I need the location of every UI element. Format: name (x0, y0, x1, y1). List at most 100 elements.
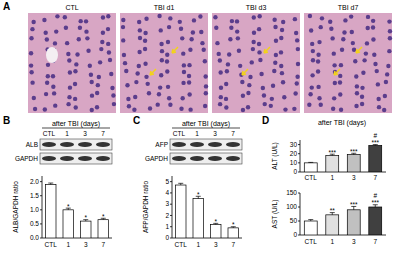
nucleus (333, 81, 337, 85)
nucleus (319, 103, 323, 107)
nucleus (191, 30, 195, 34)
blot-band (190, 142, 204, 147)
nucleus (85, 36, 89, 40)
nucleus (144, 17, 148, 21)
nucleus (42, 18, 46, 22)
nucleus (373, 62, 377, 66)
nucleus (371, 19, 375, 23)
nucleus (219, 95, 223, 99)
nucleus (283, 107, 287, 111)
nucleus (203, 104, 207, 108)
nucleus (317, 96, 321, 100)
nucleus (30, 80, 34, 84)
header: after TBI (days) (318, 119, 366, 127)
significance: *** (350, 201, 358, 208)
nucleus (361, 71, 365, 75)
y-tick-label: 0.0 (30, 234, 39, 241)
nucleus (360, 95, 364, 99)
histology-image (120, 13, 208, 113)
nucleus (121, 38, 125, 42)
nucleus (160, 49, 164, 53)
nucleus (107, 50, 111, 54)
nucleus (204, 91, 208, 95)
nucleus (387, 19, 391, 23)
arrow (172, 47, 178, 53)
nucleus (224, 105, 228, 109)
nucleus (332, 63, 336, 67)
nucleus (371, 37, 375, 41)
nucleus (350, 30, 354, 34)
nucleus (45, 81, 49, 85)
nucleus (112, 102, 116, 106)
error-bar (48, 183, 53, 184)
bar (304, 163, 317, 172)
nucleus (338, 80, 342, 84)
y-axis-label: AFP/GAPDH ratio (142, 181, 149, 233)
nucleus (281, 20, 285, 24)
nucleus (138, 28, 142, 32)
nucleus (90, 108, 94, 112)
x-tick-label: CTL (305, 174, 318, 181)
nucleus (32, 96, 36, 100)
nucleus (270, 97, 274, 101)
y-tick (40, 223, 42, 224)
nucleus (106, 27, 110, 31)
nucleus (203, 74, 207, 78)
y-tick-label: 0 (293, 231, 297, 238)
nucleus (296, 62, 300, 66)
comparison-mark: # (373, 192, 377, 199)
nucleus (55, 14, 59, 18)
lane-label: 3 (213, 130, 217, 137)
nucleus (310, 73, 314, 77)
nucleus (200, 41, 204, 45)
nucleus (106, 14, 110, 18)
blot-band (208, 156, 222, 161)
nucleus (377, 105, 381, 109)
nucleus (187, 80, 191, 84)
nucleus (272, 17, 276, 21)
nucleus (143, 39, 147, 43)
y-axis (42, 176, 43, 238)
y-tick-label: 100 (286, 203, 297, 210)
y-tick (170, 192, 172, 193)
panel-letter: A (3, 1, 10, 12)
nucleus (188, 107, 192, 111)
nucleus (386, 64, 390, 68)
nucleus (383, 94, 387, 98)
nucleus (77, 37, 81, 41)
bar (326, 156, 339, 172)
nucleus (99, 47, 103, 51)
nucleus (95, 91, 99, 95)
nucleus (246, 91, 250, 95)
significance: *** (371, 139, 379, 146)
x-tick-label: CTL (175, 241, 188, 248)
figure: ACTLTBI d1TBI d3TBI d7Bafter TBI (days)C… (0, 0, 400, 255)
blot-box (170, 139, 242, 150)
nucleus (261, 86, 265, 90)
nucleus (349, 14, 353, 18)
nucleus (167, 96, 171, 100)
nucleus (160, 58, 164, 62)
nucleus (365, 41, 369, 45)
y-tick-label: 0 (293, 168, 297, 175)
nucleus (339, 107, 343, 111)
nucleus (95, 105, 99, 109)
error-bar (308, 162, 313, 163)
blot-header: after TBI (days) (52, 120, 100, 128)
nucleus (64, 26, 68, 30)
nucleus (74, 105, 78, 109)
nucleus (279, 50, 283, 54)
significance: *** (371, 199, 379, 206)
nucleus (192, 18, 196, 22)
nucleus (341, 37, 345, 41)
nucleus (168, 16, 172, 20)
nucleus (51, 85, 55, 89)
nucleus (51, 74, 55, 78)
y-tick-label: 2 (165, 212, 169, 219)
nucleus (282, 95, 286, 99)
y-tick-label: 10 (290, 159, 298, 166)
nucleus (143, 31, 147, 35)
nucleus (178, 20, 182, 24)
nucleus (382, 108, 386, 112)
nucleus (187, 63, 191, 67)
